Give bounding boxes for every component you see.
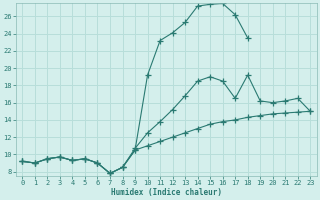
X-axis label: Humidex (Indice chaleur): Humidex (Indice chaleur) [111, 188, 222, 197]
